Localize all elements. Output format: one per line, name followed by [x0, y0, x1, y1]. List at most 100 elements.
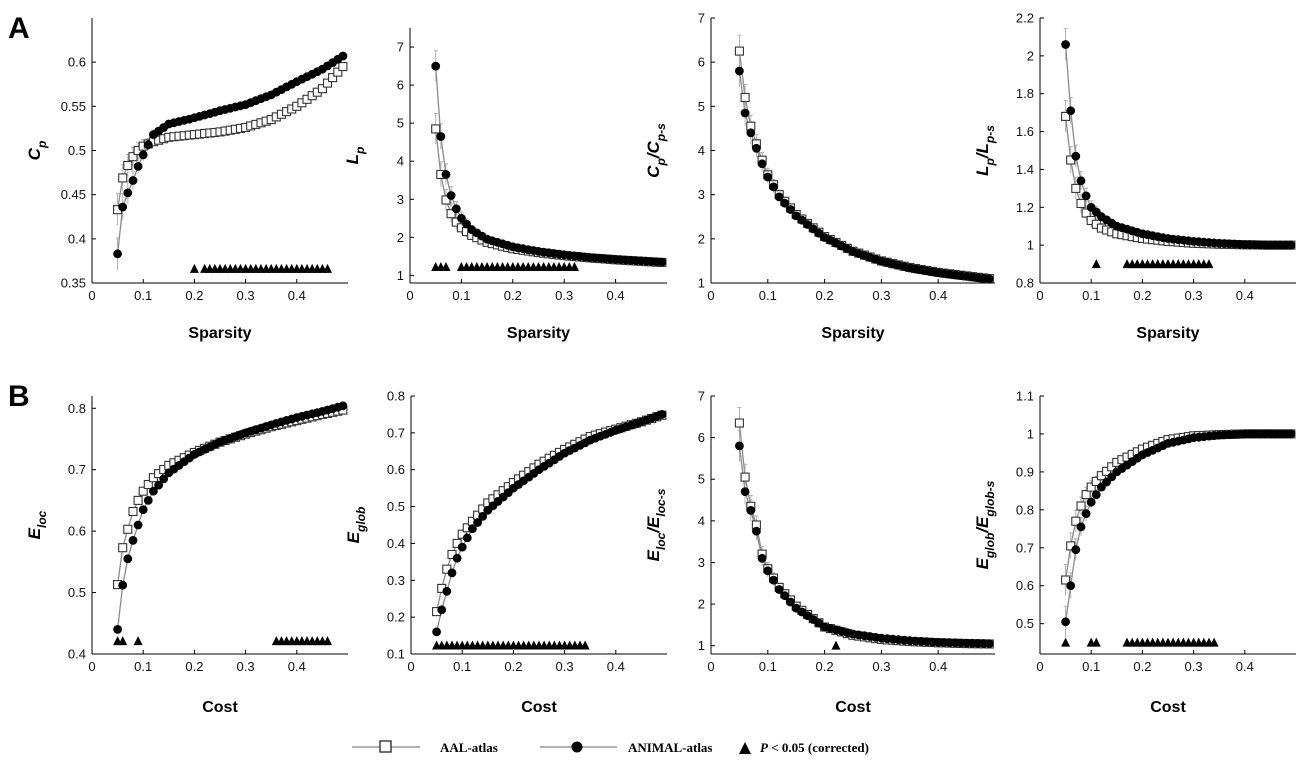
aal-point: [1091, 476, 1101, 486]
panel-a1: 0.35 0.4 0.45 0.5 0.55 0.6 0 0.1 0.2 0.3 0.4 Sparsi…: [25, 18, 348, 342]
animal-point: [752, 526, 761, 536]
significance-marker: [1209, 637, 1219, 647]
aal-series-line: [435, 414, 663, 612]
animal-point: [763, 172, 773, 182]
y-tick-label: 0.3: [387, 573, 405, 588]
y-tick-label: 0.5: [1016, 616, 1034, 631]
legend-aal-label: AAL-atlas: [440, 740, 498, 755]
x-tick-label: 0.3: [872, 659, 890, 674]
x-tick-label: 0.4: [1236, 659, 1254, 674]
y-tick-label: 3: [397, 192, 404, 207]
legend-sig-label: P < 0.05 (corrected): [760, 740, 869, 755]
x-tick-label: 0.4: [929, 288, 947, 303]
animal-point: [735, 441, 744, 451]
animal-point: [149, 486, 158, 496]
aal-point: [128, 506, 138, 517]
x-tick-label: 0.1: [1082, 659, 1100, 674]
aal-point: [338, 62, 348, 72]
animal-point: [118, 580, 128, 590]
x-tick-label: 0.2: [1133, 288, 1151, 303]
y-tick-label: 0.6: [68, 55, 86, 70]
animal-point: [1091, 490, 1101, 499]
y-label-tail-sub: loc-s: [654, 488, 668, 516]
y-tick-label: 0.7: [68, 462, 86, 477]
x-tick-label: 0.1: [1082, 288, 1100, 303]
animal-point: [154, 480, 164, 490]
animal-series-line: [738, 445, 990, 645]
significance-marker: [1204, 259, 1214, 269]
y-label-main: L: [343, 154, 362, 164]
y-tick-label: 1.2: [1016, 200, 1034, 215]
y-axis-label: Eloc/Eloc-s: [644, 488, 668, 561]
panel-b4: 0.5 0.6 0.7 0.8 0.9 1 1.1 0 0.1 0.2 0.3 0.4 Cost Eglo…: [973, 389, 1296, 716]
x-tick-label: 0.4: [288, 288, 306, 303]
animal-point: [462, 533, 472, 543]
x-tick-label: 0.3: [1185, 288, 1203, 303]
y-tick-label: 3: [698, 187, 705, 202]
y-tick-label: 0.1: [387, 647, 405, 662]
y-tick-label: 0.4: [68, 647, 86, 662]
aal-point: [740, 92, 750, 103]
animal-point: [657, 257, 667, 267]
y-tick-label: 1: [698, 638, 705, 653]
y-tick-label: 1: [1027, 426, 1034, 441]
row-label-a: A: [8, 12, 30, 45]
significance-marker: [831, 640, 841, 650]
legend-sig-marker: [739, 742, 751, 754]
animal-point: [441, 170, 451, 179]
aal-point: [1076, 198, 1086, 209]
significance-marker: [118, 636, 128, 646]
panel-b1: 0.4 0.5 0.6 0.7 0.8 0 0.1 0.2 0.3 0.4 Cost Eloc: [25, 396, 348, 716]
animal-point: [735, 66, 744, 76]
animal-point: [133, 162, 143, 171]
y-tick-label: 6: [698, 430, 705, 445]
y-tick-label: 5: [397, 116, 404, 131]
panel-a4: 0.8 1 1.2 1.4 1.6 1.8 2 2.2 0 0.1 0.2 0.3 0.4 Sparsit…: [973, 11, 1296, 342]
y-tick-label: 0.7: [1016, 540, 1034, 555]
x-tick-label: 0: [407, 659, 414, 674]
x-tick-label: 0.4: [288, 659, 306, 674]
x-tick-label: 0: [406, 288, 413, 303]
animal-point: [1061, 40, 1070, 49]
y-tick-label: 0.8: [68, 401, 86, 416]
aal-point: [1081, 490, 1091, 500]
significance-marker: [1091, 259, 1101, 269]
y-tick-label: 4: [698, 143, 705, 158]
significance-marker: [189, 263, 199, 273]
significance-marker: [323, 263, 333, 273]
y-tick-label: 0.4: [68, 231, 86, 246]
x-tick-label: 0.4: [1236, 288, 1254, 303]
x-tick-label: 0.3: [237, 659, 255, 674]
x-tick-label: 0.1: [759, 288, 777, 303]
animal-point: [780, 198, 790, 208]
y-label-sub: p: [353, 147, 367, 155]
significance-marker: [1091, 637, 1101, 647]
y-axis-label: Eglob: [344, 507, 368, 544]
aal-point: [118, 543, 128, 553]
x-tick-label: 0.2: [816, 659, 834, 674]
y-axis-label: Lp: [343, 147, 367, 165]
aal-point: [128, 152, 138, 162]
aal-point: [431, 124, 441, 134]
y-axis-label: Eglob/Eglob-s: [973, 480, 997, 569]
y-label-main: E: [25, 527, 44, 539]
y-tick-label: 0.35: [61, 276, 86, 291]
y-axis-label: Cp/Cp-s: [644, 123, 668, 178]
animal-point: [113, 249, 122, 259]
aal-series-line: [738, 422, 990, 645]
y-tick-label: 2: [698, 231, 705, 246]
y-tick-label: 2.2: [1016, 11, 1034, 26]
animal-point: [1286, 429, 1296, 439]
x-axis-label: Cost: [521, 699, 557, 716]
x-tick-label: 0.2: [185, 659, 203, 674]
y-tick-label: 0.5: [68, 585, 86, 600]
y-label-sub: p: [983, 158, 997, 166]
animal-point: [786, 205, 795, 214]
animal-point: [746, 128, 756, 138]
y-tick-label: 0.9: [1016, 464, 1034, 479]
y-label-tail: /L: [973, 143, 992, 159]
animal-point: [143, 140, 153, 150]
animal-point: [123, 188, 133, 198]
y-tick-label: 1.1: [1016, 389, 1034, 404]
y-tick-label: 1.8: [1016, 86, 1034, 101]
